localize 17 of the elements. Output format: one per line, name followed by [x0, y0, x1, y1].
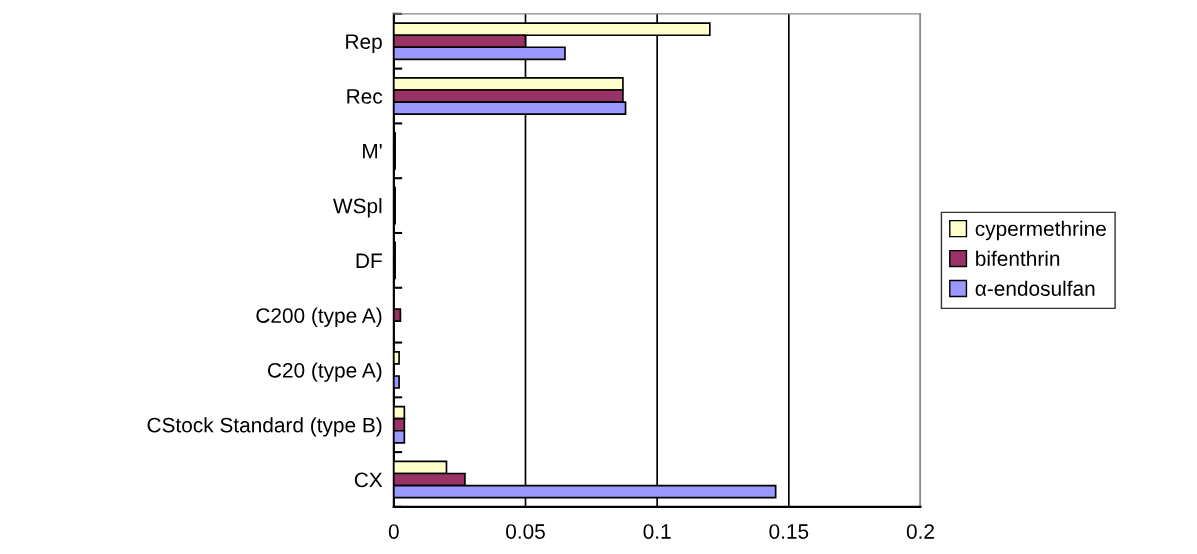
- legend-label: α-endosulfan: [975, 280, 1095, 296]
- legend-label: cypermethrine: [975, 220, 1106, 241]
- y-tick-label: Rec: [347, 89, 383, 104]
- y-tick-label: CStock Standard (type B): [147, 417, 382, 437]
- y-tick-label: C20 (type A): [267, 362, 382, 382]
- y-tick-label: CX: [354, 472, 383, 488]
- x-tick-label: 0.15: [769, 524, 809, 539]
- x-tick-label: 0.2: [906, 524, 934, 539]
- legend-label: bifenthrin: [976, 250, 1060, 267]
- y-tick-label: Rep: [346, 34, 382, 54]
- x-tick-label: 0: [388, 524, 399, 539]
- y-tick-label: WSpl: [333, 198, 382, 218]
- y-tick-label: C200 (type A): [256, 307, 382, 328]
- y-tick-label: DF: [356, 253, 382, 268]
- x-tick-label: 0.1: [643, 524, 671, 539]
- x-tick-label: 0.05: [506, 524, 545, 539]
- y-tick-label: M': [363, 144, 382, 159]
